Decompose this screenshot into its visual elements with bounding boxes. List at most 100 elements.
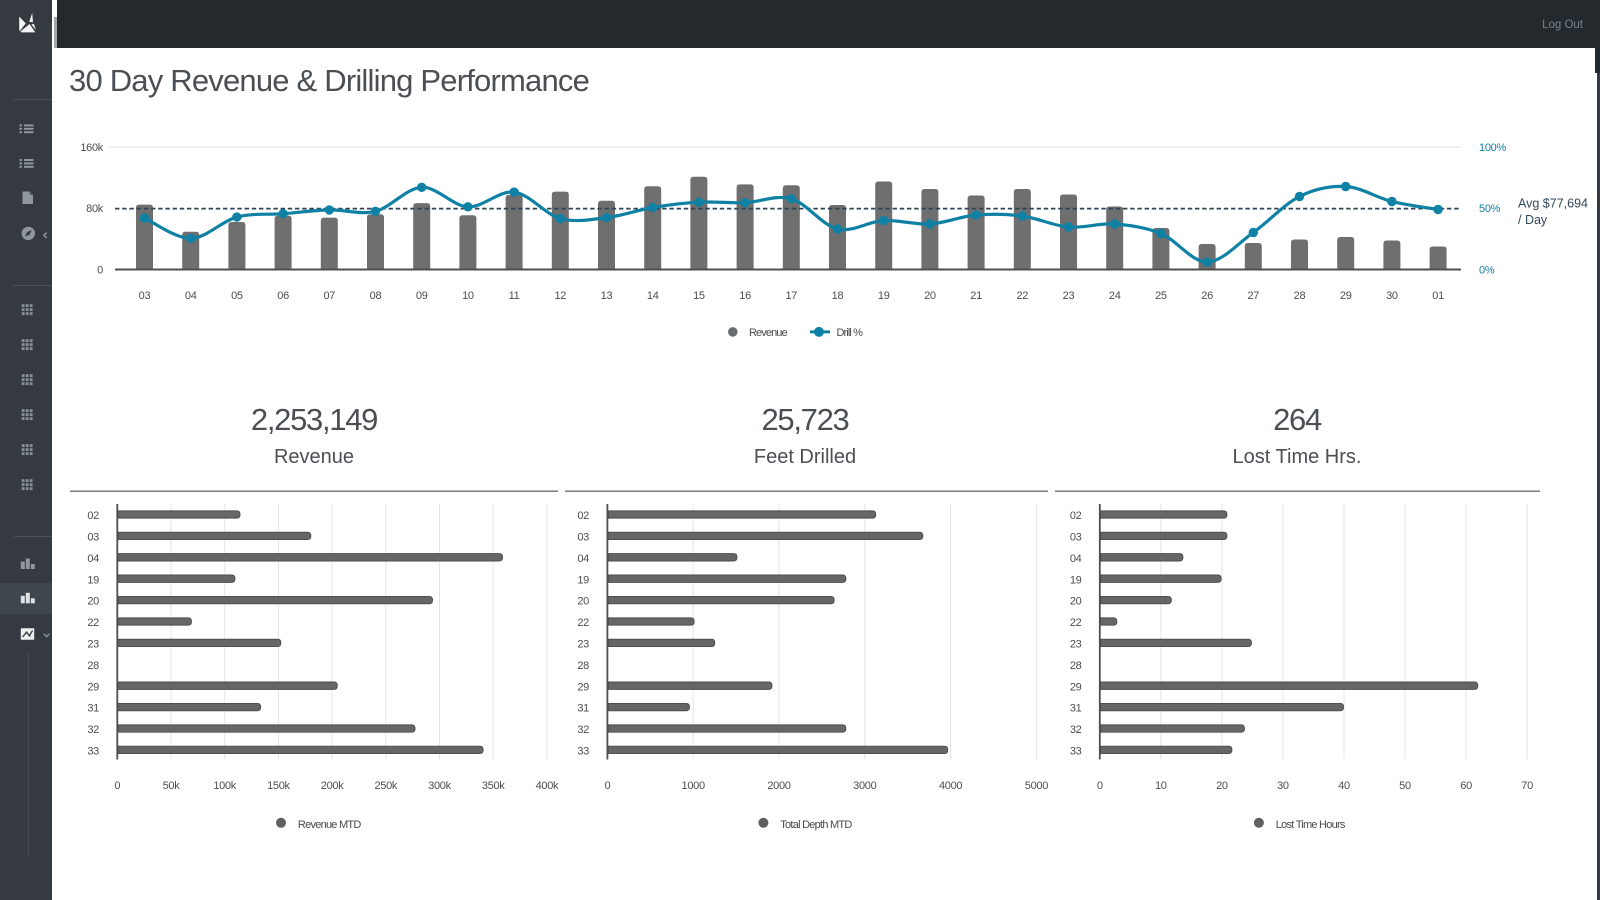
svg-text:150k: 150k <box>267 780 290 792</box>
svg-text:31: 31 <box>1070 703 1082 715</box>
svg-text:33: 33 <box>87 746 99 758</box>
svg-text:200k: 200k <box>321 780 344 792</box>
svg-text:19: 19 <box>1070 574 1082 586</box>
svg-text:07: 07 <box>323 290 335 302</box>
svg-text:Drill %: Drill % <box>837 327 864 339</box>
svg-text:Revenue: Revenue <box>749 327 788 339</box>
svg-text:22: 22 <box>577 617 589 629</box>
svg-text:20: 20 <box>577 596 589 608</box>
svg-text:01: 01 <box>1432 290 1444 302</box>
svg-text:27: 27 <box>1247 290 1259 302</box>
svg-text:21: 21 <box>970 290 982 302</box>
svg-text:26: 26 <box>1201 290 1213 302</box>
svg-text:19: 19 <box>577 574 589 586</box>
svg-text:22: 22 <box>87 617 99 629</box>
svg-text:60: 60 <box>1460 780 1472 792</box>
svg-text:250k: 250k <box>374 780 397 792</box>
svg-text:0: 0 <box>97 265 103 277</box>
svg-text:32: 32 <box>1070 724 1082 736</box>
svg-text:03: 03 <box>87 532 99 544</box>
svg-text:5000: 5000 <box>1025 780 1048 792</box>
svg-text:12: 12 <box>554 290 566 302</box>
svg-text:0: 0 <box>1097 780 1103 792</box>
svg-text:10: 10 <box>462 290 474 302</box>
svg-text:28: 28 <box>87 660 99 672</box>
svg-text:19: 19 <box>878 290 890 302</box>
svg-text:23: 23 <box>1070 639 1082 651</box>
svg-text:0: 0 <box>114 780 120 792</box>
svg-text:20: 20 <box>87 596 99 608</box>
svg-text:20: 20 <box>924 290 936 302</box>
svg-text:50: 50 <box>1399 780 1411 792</box>
svg-text:300k: 300k <box>428 780 451 792</box>
svg-text:23: 23 <box>1063 290 1075 302</box>
svg-text:160k: 160k <box>80 142 103 154</box>
svg-text:18: 18 <box>832 290 844 302</box>
svg-text:33: 33 <box>1070 746 1082 758</box>
svg-text:/ Day: / Day <box>1518 213 1548 227</box>
svg-text:23: 23 <box>577 639 589 651</box>
svg-text:11: 11 <box>509 290 520 302</box>
svg-text:50%: 50% <box>1479 203 1501 215</box>
svg-text:04: 04 <box>185 290 197 302</box>
svg-text:3000: 3000 <box>853 780 876 792</box>
svg-text:32: 32 <box>577 724 589 736</box>
svg-text:16: 16 <box>739 290 751 302</box>
svg-text:50k: 50k <box>163 780 181 792</box>
svg-text:40: 40 <box>1338 780 1350 792</box>
svg-text:25: 25 <box>1155 290 1167 302</box>
svg-text:22: 22 <box>1016 290 1028 302</box>
svg-text:29: 29 <box>1340 290 1352 302</box>
svg-text:28: 28 <box>577 660 589 672</box>
svg-text:03: 03 <box>139 290 151 302</box>
svg-text:24: 24 <box>1109 290 1121 302</box>
svg-text:04: 04 <box>577 553 589 565</box>
svg-text:15: 15 <box>693 290 705 302</box>
svg-text:02: 02 <box>577 510 589 522</box>
svg-text:08: 08 <box>370 290 382 302</box>
svg-text:19: 19 <box>87 574 99 586</box>
svg-text:80k: 80k <box>86 203 104 215</box>
svg-text:100k: 100k <box>213 780 236 792</box>
svg-text:05: 05 <box>231 290 243 302</box>
svg-text:20: 20 <box>1216 780 1228 792</box>
svg-text:10: 10 <box>1155 780 1167 792</box>
svg-text:17: 17 <box>785 290 797 302</box>
svg-text:02: 02 <box>87 510 99 522</box>
svg-text:02: 02 <box>1070 510 1082 522</box>
svg-text:32: 32 <box>87 724 99 736</box>
svg-text:Avg $77,694: Avg $77,694 <box>1518 197 1588 211</box>
svg-text:70: 70 <box>1521 780 1533 792</box>
svg-text:1000: 1000 <box>682 780 705 792</box>
svg-text:31: 31 <box>577 703 589 715</box>
svg-text:13: 13 <box>601 290 613 302</box>
svg-text:Revenue MTD: Revenue MTD <box>298 819 361 831</box>
svg-text:4000: 4000 <box>939 780 962 792</box>
svg-text:14: 14 <box>647 290 659 302</box>
svg-text:2000: 2000 <box>767 780 790 792</box>
svg-text:100%: 100% <box>1479 142 1506 154</box>
svg-text:Lost Time Hours: Lost Time Hours <box>1276 819 1346 831</box>
svg-text:31: 31 <box>87 703 99 715</box>
svg-text:04: 04 <box>1070 553 1082 565</box>
svg-text:29: 29 <box>577 681 589 693</box>
svg-text:09: 09 <box>416 290 428 302</box>
svg-text:29: 29 <box>1070 681 1082 693</box>
svg-text:28: 28 <box>1294 290 1306 302</box>
svg-text:22: 22 <box>1070 617 1082 629</box>
svg-text:20: 20 <box>1070 596 1082 608</box>
svg-text:28: 28 <box>1070 660 1082 672</box>
svg-text:03: 03 <box>577 532 589 544</box>
svg-text:0: 0 <box>604 780 610 792</box>
svg-text:33: 33 <box>577 746 589 758</box>
svg-text:29: 29 <box>87 681 99 693</box>
svg-text:03: 03 <box>1070 532 1082 544</box>
svg-text:06: 06 <box>277 290 289 302</box>
svg-text:Total Depth MTD: Total Depth MTD <box>780 819 852 831</box>
svg-text:350k: 350k <box>482 780 505 792</box>
svg-text:400k: 400k <box>536 780 559 792</box>
svg-text:04: 04 <box>87 553 99 565</box>
svg-text:30: 30 <box>1386 290 1398 302</box>
svg-text:0%: 0% <box>1479 265 1495 277</box>
svg-text:23: 23 <box>87 639 99 651</box>
